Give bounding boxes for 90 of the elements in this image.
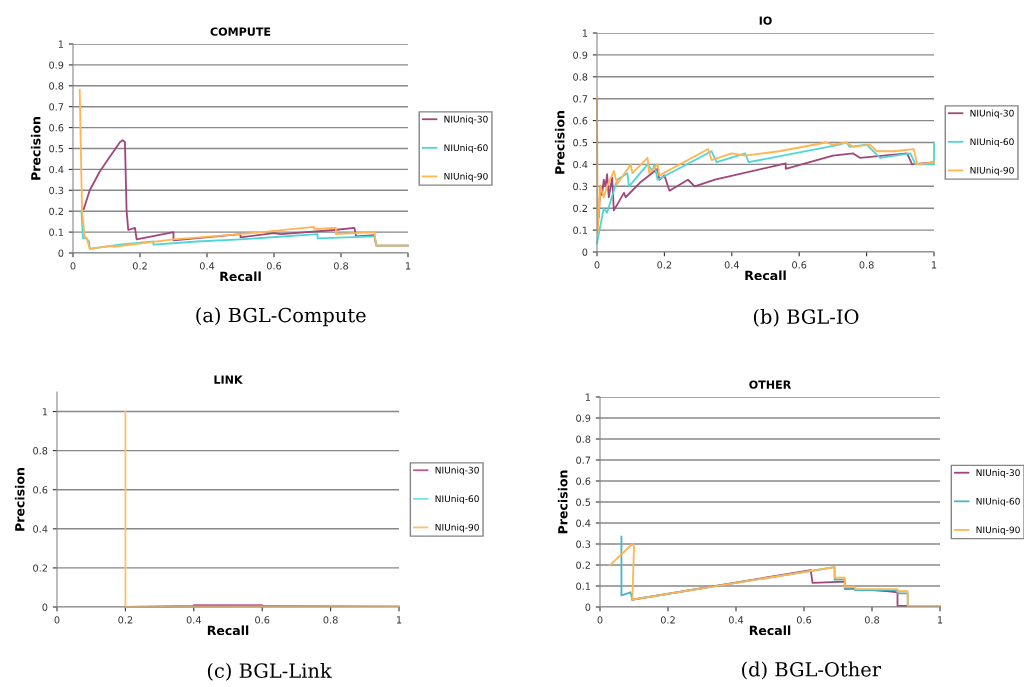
y-tick-label: 0.1 — [573, 226, 588, 234]
y-tick-label: 0.7 — [576, 456, 591, 464]
y-tick-label: 0.4 — [576, 519, 591, 527]
x-tick-label: 0.6 — [796, 616, 812, 624]
y-axis-title: Precision — [557, 470, 568, 534]
y-tick-label: 0 — [42, 603, 48, 611]
y-tick-label: 0 — [585, 603, 591, 611]
y-tick-label: 0.3 — [576, 540, 591, 548]
y-tick-label: 0.7 — [49, 103, 64, 111]
y-tick-label: 0.8 — [573, 73, 588, 81]
y-tick-label: 1 — [582, 29, 588, 37]
text: (a) BGL-Compute — [196, 307, 366, 327]
legend-label: NIUniq-90 — [976, 526, 1020, 535]
chart-title: LINK — [214, 375, 243, 384]
y-tick-label: 0.1 — [49, 228, 64, 236]
legend-label: NIUniq-90 — [444, 172, 488, 182]
x-tick-label: 0.2 — [132, 262, 147, 270]
x-tick-label: 0.2 — [118, 616, 133, 624]
x-tick-label: 0.2 — [657, 261, 672, 269]
y-tick-label: 0 — [582, 248, 588, 256]
x-tick-label: 0.8 — [864, 616, 880, 624]
y-tick-label: 0.6 — [49, 124, 64, 132]
y-axis-title: Precision — [30, 117, 41, 180]
x-tick-label: 0.8 — [859, 261, 874, 269]
x-tick-label: 1 — [931, 261, 937, 269]
y-tick-label: 1 — [42, 408, 48, 416]
y-tick-label: 0.4 — [33, 525, 48, 533]
legend-label: NIUniq-90 — [435, 523, 479, 533]
y-tick-label: 0 — [58, 249, 64, 257]
text: (b) BGL-IO — [753, 308, 859, 327]
y-tick-label: 0.6 — [573, 117, 588, 125]
x-tick-label: 0.4 — [728, 616, 744, 624]
y-tick-label: 1 — [58, 40, 64, 48]
legend-label: NIUniq-30 — [435, 466, 479, 476]
x-tick-label: 0 — [70, 262, 76, 270]
y-tick-label: 0.5 — [49, 144, 64, 153]
x-tick-label: 0.6 — [255, 616, 270, 624]
chart-title: COMPUTE — [210, 27, 271, 36]
legend-label: NIUniq-60 — [976, 497, 1020, 507]
x-axis-title: Recall — [220, 271, 261, 282]
y-tick-label: 0.3 — [49, 186, 64, 195]
x-axis-title: Recall — [207, 625, 249, 636]
x-tick-label: 0.8 — [323, 616, 338, 624]
chart-title: OTHER — [749, 380, 792, 389]
x-tick-label: 0.4 — [186, 616, 201, 624]
y-tick-label: 0.2 — [49, 207, 63, 216]
y-tick-label: 0.6 — [33, 486, 48, 494]
y-tick-label: 0.5 — [576, 498, 591, 506]
x-axis-title: Recall — [749, 625, 791, 636]
x-tick-label: 0 — [597, 616, 603, 624]
text: (c) BGL-Link — [207, 662, 332, 681]
y-tick-label: 0.6 — [576, 477, 591, 485]
y-tick-label: 0.2 — [576, 561, 590, 569]
x-tick-label: 1 — [937, 616, 943, 624]
text: (d) BGL-Other — [742, 661, 882, 680]
legend-label: NIUniq-60 — [435, 495, 479, 504]
y-tick-label: 0.8 — [33, 447, 48, 455]
x-tick-label: 0.6 — [266, 262, 282, 270]
x-tick-label: 0.2 — [660, 616, 675, 624]
x-tick-label: 0.6 — [792, 261, 807, 269]
legend-label: NIUniq-60 — [970, 138, 1014, 147]
y-tick-label: 0.4 — [49, 165, 64, 174]
x-tick-label: 0 — [594, 261, 600, 269]
chart-title: IO — [759, 16, 772, 25]
y-tick-label: 0.4 — [573, 160, 588, 169]
y-tick-label: 0.3 — [573, 182, 588, 191]
y-tick-label: 0.9 — [573, 51, 588, 59]
y-tick-label: 0.2 — [573, 204, 587, 213]
y-tick-label: 0.1 — [576, 582, 591, 590]
y-tick-label: 0.8 — [576, 435, 591, 443]
y-axis-title: Precision — [14, 468, 25, 531]
x-tick-label: 1 — [405, 262, 411, 270]
legend-label: NIUniq-90 — [970, 166, 1014, 176]
legend-label: NIUniq-30 — [970, 109, 1014, 119]
y-tick-label: 0.2 — [33, 564, 47, 572]
x-tick-label: 0.8 — [333, 262, 349, 270]
x-axis-title: Recall — [745, 270, 786, 281]
y-tick-label: 1 — [585, 393, 591, 401]
y-tick-label: 0.9 — [576, 414, 591, 422]
legend-label: NIUniq-30 — [976, 469, 1020, 478]
x-tick-label: 0.4 — [724, 261, 739, 269]
y-axis-title: Precision — [554, 111, 565, 174]
y-tick-label: 0.5 — [573, 138, 588, 147]
y-tick-label: 0.8 — [49, 82, 64, 90]
legend-label: NIUniq-30 — [444, 115, 488, 125]
y-tick-label: 0.7 — [573, 95, 588, 103]
x-tick-label: 1 — [396, 616, 402, 624]
x-tick-label: 0.4 — [199, 262, 215, 270]
y-tick-label: 0.9 — [49, 61, 64, 69]
legend-label: NIUniq-60 — [444, 144, 488, 153]
